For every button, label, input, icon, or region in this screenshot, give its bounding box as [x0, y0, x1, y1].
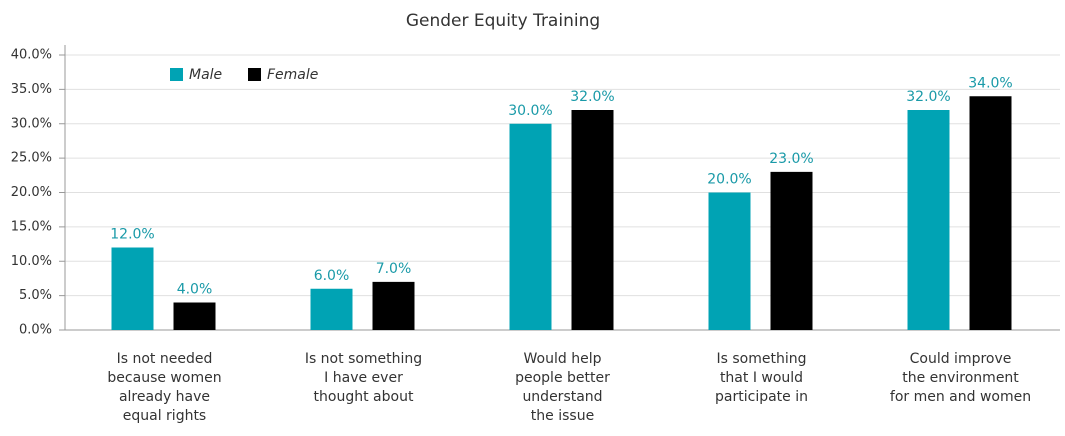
y-tick-label: 15.0% [11, 219, 52, 234]
value-label: 4.0% [177, 282, 213, 298]
value-label: 6.0% [314, 268, 350, 284]
value-label: 7.0% [376, 261, 412, 277]
bar [173, 302, 216, 330]
x-tick-label: Is not something I have ever thought abo… [304, 351, 423, 405]
legend-swatch [170, 68, 183, 81]
x-tick-label: Would help people better understand the … [515, 351, 610, 424]
x-tick-label: Is something that I would participate in [715, 351, 808, 405]
legend-swatch [248, 68, 261, 81]
bar [509, 123, 552, 330]
value-label: 23.0% [769, 151, 813, 167]
y-tick-label: 20.0% [11, 185, 52, 200]
bar [770, 171, 813, 330]
x-tick-label: Is not needed because women already have… [107, 351, 222, 424]
legend-label: Male [189, 67, 222, 83]
x-tick-label: Could improve the environment for men an… [889, 351, 1032, 405]
bar [372, 281, 415, 330]
value-label: 34.0% [968, 75, 1012, 91]
bar [111, 247, 154, 330]
bar [969, 96, 1012, 330]
bar [310, 288, 353, 330]
y-tick-label: 25.0% [11, 151, 52, 166]
bar [907, 110, 950, 330]
y-tick-label: 30.0% [11, 116, 52, 131]
value-label: 32.0% [570, 89, 614, 105]
y-tick-label: 40.0% [11, 48, 52, 63]
y-tick-label: 35.0% [11, 82, 52, 97]
bar [708, 192, 751, 330]
bar [571, 110, 614, 330]
value-label: 12.0% [110, 227, 154, 243]
chart-title: Gender Equity Training [406, 11, 600, 31]
value-label: 30.0% [508, 103, 552, 119]
y-tick-label: 10.0% [11, 254, 52, 269]
y-tick-label: 0.0% [19, 323, 52, 338]
y-tick-label: 5.0% [19, 288, 52, 303]
legend-label: Female [267, 67, 318, 83]
value-label: 32.0% [906, 89, 950, 105]
value-label: 20.0% [707, 172, 751, 188]
